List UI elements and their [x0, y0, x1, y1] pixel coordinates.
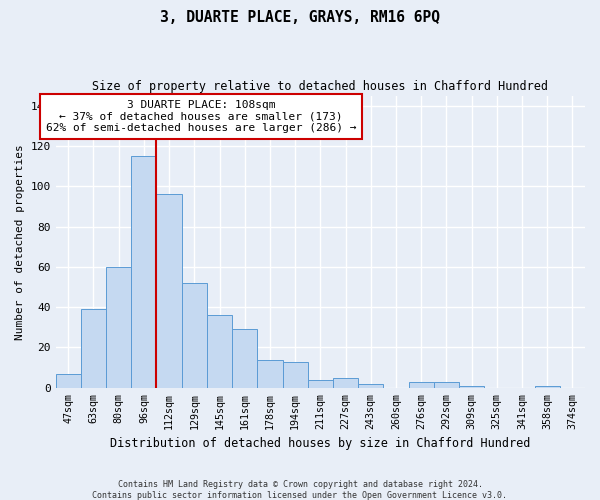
Text: Contains HM Land Registry data © Crown copyright and database right 2024.
Contai: Contains HM Land Registry data © Crown c…: [92, 480, 508, 500]
Y-axis label: Number of detached properties: Number of detached properties: [15, 144, 25, 340]
Bar: [157, 194, 182, 388]
Text: 3 DUARTE PLACE: 108sqm
← 37% of detached houses are smaller (173)
62% of semi-de: 3 DUARTE PLACE: 108sqm ← 37% of detached…: [46, 100, 356, 133]
Title: Size of property relative to detached houses in Chafford Hundred: Size of property relative to detached ho…: [92, 80, 548, 93]
X-axis label: Distribution of detached houses by size in Chafford Hundred: Distribution of detached houses by size …: [110, 437, 530, 450]
Bar: [308, 380, 333, 388]
Bar: [232, 330, 257, 388]
Bar: [182, 283, 207, 388]
Bar: [459, 386, 484, 388]
Text: 3, DUARTE PLACE, GRAYS, RM16 6PQ: 3, DUARTE PLACE, GRAYS, RM16 6PQ: [160, 10, 440, 25]
Bar: [56, 374, 81, 388]
Bar: [409, 382, 434, 388]
Bar: [106, 267, 131, 388]
Bar: [358, 384, 383, 388]
Bar: [535, 386, 560, 388]
Bar: [207, 315, 232, 388]
Bar: [333, 378, 358, 388]
Bar: [283, 362, 308, 388]
Bar: [257, 360, 283, 388]
Bar: [434, 382, 459, 388]
Bar: [81, 309, 106, 388]
Bar: [131, 156, 157, 388]
